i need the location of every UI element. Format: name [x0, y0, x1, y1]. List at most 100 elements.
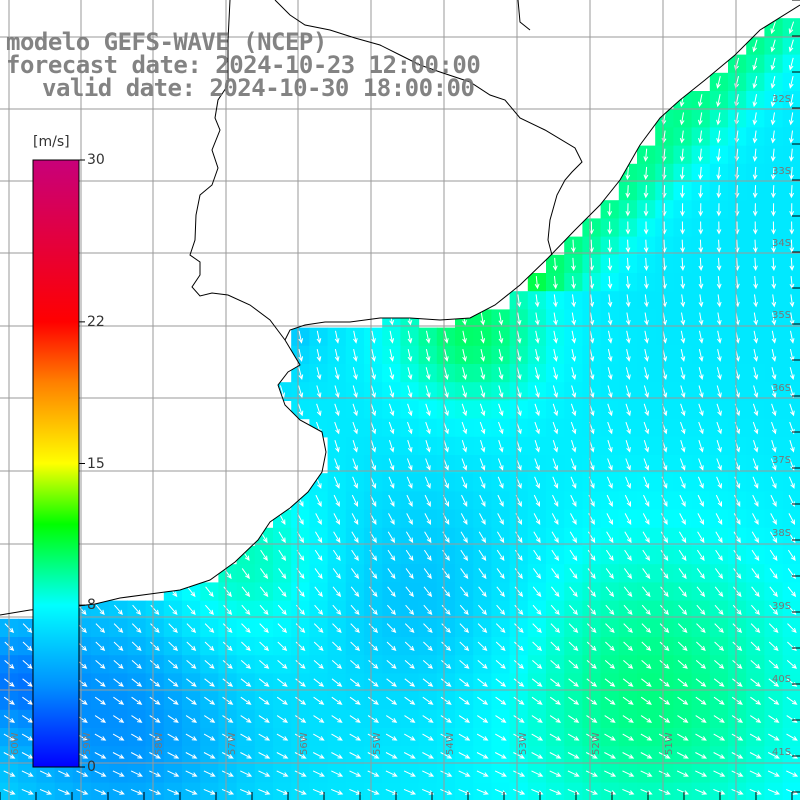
- wind-arrow: [477, 715, 489, 723]
- wind-arrow: [352, 421, 358, 435]
- wind-arrow: [605, 623, 615, 634]
- wind-arrow: [607, 294, 613, 308]
- wind-arrow: [371, 330, 376, 344]
- wind-arrow: [753, 348, 759, 362]
- wind-arrow: [352, 403, 358, 417]
- wind-arrow: [389, 367, 395, 381]
- wind-arrow: [352, 458, 358, 471]
- wind-arrow: [644, 348, 649, 362]
- wind-arrow: [130, 788, 144, 795]
- wind-arrow: [770, 112, 776, 126]
- wind-arrow: [641, 641, 652, 651]
- wind-arrow: [698, 239, 704, 253]
- wind-arrow: [350, 641, 361, 651]
- wind-arrow: [752, 494, 759, 507]
- wind-arrow: [770, 458, 777, 471]
- wind-arrow: [113, 623, 124, 634]
- wind-arrow: [478, 604, 487, 616]
- wind-arrow: [771, 348, 777, 362]
- wind-arrow: [625, 421, 631, 435]
- wind-arrow: [714, 641, 725, 651]
- wind-arrow: [259, 586, 269, 598]
- wind-arrow: [585, 788, 599, 795]
- wind-arrow: [516, 330, 522, 344]
- wind-arrow: [112, 770, 125, 777]
- wind-arrow: [276, 696, 288, 705]
- wind-arrow: [789, 330, 795, 344]
- wind-arrow: [643, 476, 650, 489]
- wind-arrow: [695, 788, 708, 795]
- wind-arrow: [114, 604, 123, 616]
- wind-arrow: [349, 752, 362, 759]
- wind-arrow: [641, 623, 652, 634]
- wind-arrow: [425, 385, 431, 399]
- wind-arrow: [149, 678, 161, 687]
- wind-arrow: [680, 185, 685, 199]
- wind-arrow: [752, 130, 758, 144]
- wind-arrow: [294, 770, 307, 777]
- wind-arrow: [676, 788, 690, 795]
- wind-arrow: [642, 531, 650, 544]
- wind-arrow: [385, 733, 398, 741]
- wind-arrow: [607, 330, 613, 344]
- wind-arrow: [496, 531, 505, 544]
- wind-arrow: [371, 348, 376, 362]
- wind-arrow: [696, 549, 705, 562]
- wind-arrow: [298, 367, 304, 381]
- wind-arrow: [368, 623, 379, 634]
- wind-arrow: [661, 513, 668, 526]
- wind-arrow: [440, 752, 453, 759]
- wind-arrow: [313, 641, 324, 651]
- wind-arrow: [752, 421, 759, 435]
- wind-arrow: [149, 770, 162, 777]
- wind-arrow: [258, 715, 270, 723]
- wind-arrow: [405, 531, 414, 544]
- wind-arrow: [497, 476, 504, 489]
- wind-arrow: [351, 494, 358, 507]
- wind-arrow: [587, 604, 597, 616]
- wind-arrow: [678, 604, 688, 616]
- wind-arrow: [334, 367, 340, 381]
- wind-arrow: [316, 367, 322, 381]
- wind-arrow: [258, 733, 271, 741]
- wind-arrow: [771, 440, 777, 453]
- wind-arrow: [258, 788, 271, 795]
- wind-arrow: [221, 788, 235, 795]
- wind-arrow: [549, 733, 562, 741]
- wind-arrow: [440, 733, 453, 741]
- wind-arrow: [731, 788, 744, 795]
- wind-arrow: [771, 421, 777, 435]
- wind-arrow: [241, 586, 251, 598]
- wind-arrow: [424, 476, 431, 489]
- wind-arrow: [622, 770, 635, 777]
- wind-arrow: [697, 476, 704, 489]
- wind-arrow: [351, 531, 359, 544]
- wind-arrow: [714, 586, 724, 598]
- wind-arrow: [185, 770, 198, 777]
- wind-arrow: [767, 770, 780, 777]
- wind-arrow: [223, 568, 232, 580]
- wind-arrow: [131, 641, 142, 651]
- wind-arrow: [771, 294, 777, 308]
- wind-arrow: [622, 752, 635, 759]
- wind-arrow: [204, 696, 216, 705]
- wind-arrow: [769, 568, 778, 580]
- wind-arrow: [625, 166, 631, 181]
- wind-arrow: [695, 733, 707, 741]
- wind-arrow: [568, 715, 580, 723]
- wind-arrow: [642, 513, 650, 526]
- wind-arrow: [771, 221, 776, 235]
- wind-arrow: [113, 696, 125, 705]
- wind-arrow: [334, 348, 340, 362]
- wind-arrow: [276, 770, 289, 777]
- wind-arrow: [697, 94, 703, 108]
- wind-arrow: [259, 568, 269, 580]
- wind-arrow: [715, 513, 723, 526]
- wind-arrow: [787, 586, 797, 598]
- wind-arrow: [406, 494, 413, 507]
- wind-arrow: [715, 549, 723, 562]
- wind-arrow: [769, 604, 779, 616]
- wind-arrow: [768, 623, 779, 634]
- wind-arrow: [624, 513, 632, 526]
- wind-arrow: [604, 715, 616, 723]
